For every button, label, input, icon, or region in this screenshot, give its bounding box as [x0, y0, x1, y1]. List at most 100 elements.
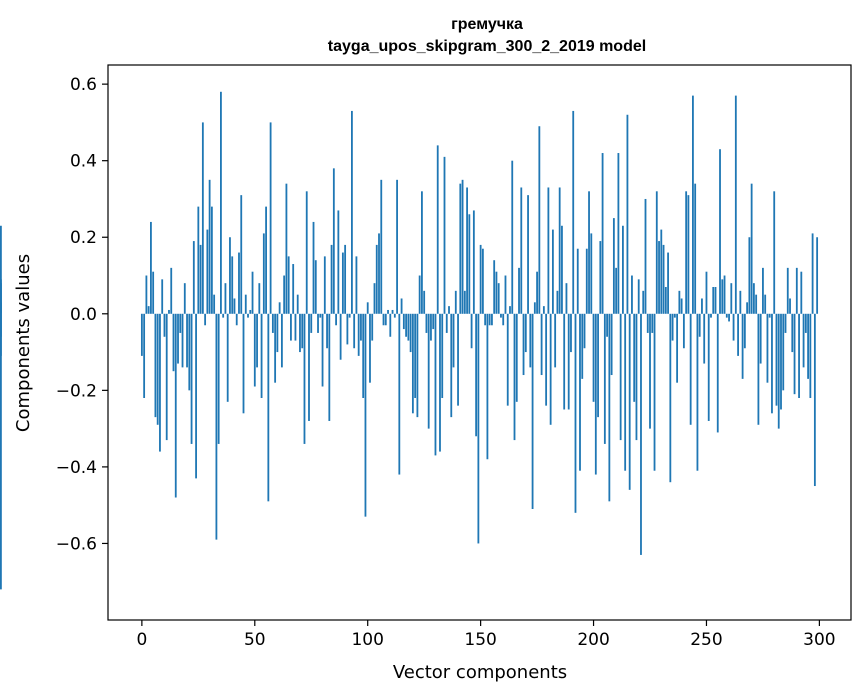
- bar-213: [622, 225, 624, 314]
- bar-205: [603, 313, 606, 444]
- bar-192: [574, 313, 577, 513]
- bar-94: [353, 313, 356, 349]
- bar-276: [764, 294, 767, 314]
- bar-7: [156, 313, 159, 425]
- bar-87: [337, 210, 340, 314]
- bar-131: [436, 145, 439, 314]
- bar-114: [398, 313, 401, 475]
- bar-186: [561, 225, 563, 314]
- bar-110: [389, 313, 392, 337]
- bar-232: [664, 287, 667, 314]
- bar-70: [299, 313, 301, 353]
- bar-75: [310, 313, 313, 333]
- bar-5: [152, 271, 155, 314]
- bars-group: [0, 91, 819, 590]
- bar-273: [757, 313, 760, 425]
- bar-233: [667, 252, 669, 314]
- bar-77: [314, 260, 317, 314]
- bar-85: [332, 168, 335, 314]
- bar-35: [220, 91, 222, 314]
- bar-148: [475, 313, 478, 437]
- bar-99: [364, 313, 367, 517]
- bar-209: [612, 218, 615, 314]
- bar-174: [533, 302, 536, 314]
- bar-82: [326, 313, 328, 349]
- bar-40: [231, 256, 234, 314]
- bar-260: [728, 313, 730, 322]
- bar-188: [565, 283, 568, 314]
- bar-228: [655, 191, 658, 314]
- bar-102: [371, 313, 374, 341]
- bar-227: [653, 313, 656, 471]
- bar-254: [714, 287, 717, 314]
- bar-141: [459, 183, 462, 314]
- bar-16: [177, 313, 179, 364]
- bar-11: [165, 313, 168, 441]
- bar-135: [445, 313, 448, 333]
- bar-152: [484, 313, 487, 326]
- bar-66: [290, 313, 292, 341]
- bar-242: [687, 195, 690, 314]
- bar-50: [253, 313, 256, 387]
- bar-238: [678, 290, 681, 314]
- bar-165: [513, 313, 516, 441]
- bar-180: [547, 187, 550, 314]
- bar-109: [387, 309, 389, 314]
- bar-229: [658, 241, 660, 314]
- bar-83: [328, 313, 331, 421]
- bar-246: [696, 313, 699, 471]
- bar-20: [186, 313, 188, 368]
- bar-undefined: [0, 313, 2, 337]
- bar-241: [685, 191, 688, 314]
- bar-154: [488, 313, 491, 326]
- bar-67: [292, 264, 295, 314]
- bar-240: [682, 313, 685, 349]
- bar-26: [199, 244, 202, 314]
- bar-211: [617, 153, 620, 314]
- y-tick-label: 0.2: [70, 228, 97, 248]
- bar-15: [174, 313, 177, 498]
- bar-251: [707, 313, 710, 421]
- bar-76: [312, 221, 315, 314]
- bar-54: [262, 233, 265, 314]
- bar-221: [640, 313, 642, 555]
- bar-195: [581, 313, 584, 379]
- bar-138: [452, 313, 455, 368]
- bar-289: [793, 313, 796, 395]
- bar-274: [759, 313, 762, 364]
- bar-134: [443, 156, 446, 314]
- bar-60: [276, 313, 279, 353]
- bar-49: [251, 271, 254, 314]
- bar-43: [238, 252, 240, 314]
- bar-291: [798, 313, 800, 398]
- bar-253: [712, 287, 715, 314]
- bar-187: [563, 313, 566, 410]
- bar-250: [705, 271, 708, 314]
- bar-175: [536, 271, 538, 314]
- bar-37: [224, 283, 227, 314]
- bar-13: [170, 267, 173, 314]
- bar-45: [242, 313, 245, 414]
- bar-103: [373, 283, 376, 314]
- bar-69: [296, 294, 299, 314]
- bar-199: [590, 233, 593, 314]
- bar-undefined: [0, 283, 2, 314]
- y-tick-label: −0.6: [56, 534, 97, 554]
- bar-24: [195, 313, 197, 479]
- bar-12: [168, 309, 170, 314]
- bar-285: [784, 313, 787, 333]
- bar-92: [348, 313, 351, 318]
- plot-frame: [107, 64, 852, 621]
- bar-194: [579, 313, 581, 471]
- bar-236: [673, 313, 676, 318]
- bar-62: [280, 313, 283, 368]
- bar-147: [472, 210, 475, 314]
- bar-96: [357, 313, 360, 356]
- bar-156: [493, 260, 496, 314]
- bar-139: [454, 290, 457, 314]
- bar-155: [491, 313, 493, 326]
- bar-122: [416, 313, 419, 418]
- bar-245: [694, 183, 697, 314]
- bar-212: [619, 313, 622, 441]
- bar-167: [518, 267, 520, 314]
